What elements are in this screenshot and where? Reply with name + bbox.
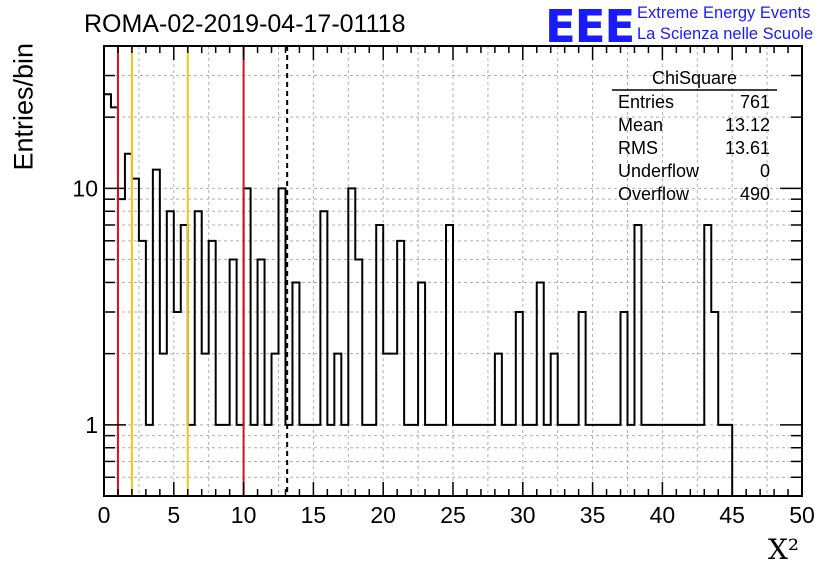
- eee-logo-text: Extreme Energy Events La Scienza nelle S…: [637, 3, 813, 45]
- stats-row-underflow: Underflow 0: [618, 161, 770, 182]
- x-tick-label: 45: [719, 502, 745, 528]
- stats-value: 490: [739, 184, 770, 204]
- stats-label: Mean: [618, 115, 664, 135]
- x-tick-label: 25: [440, 502, 466, 528]
- stats-box-title: ChiSquare: [651, 68, 738, 88]
- stats-row-overflow: Overflow 490: [618, 184, 770, 205]
- y-axis-label: Entries/bin: [8, 42, 39, 171]
- stats-value: 13.12: [724, 115, 770, 135]
- stats-value: 0: [759, 161, 770, 181]
- stats-label: Entries: [618, 92, 675, 112]
- stats-row-rms: RMS 13.61: [618, 138, 770, 159]
- x-tick-label: 15: [301, 502, 327, 528]
- y-tick-label: 1: [85, 412, 98, 438]
- histogram-outline: [103, 93, 734, 496]
- stats-label: Overflow: [618, 184, 690, 204]
- stats-value: 13.61: [724, 138, 770, 158]
- reference-lines: [116, 46, 289, 496]
- x-axis-label: X²: [768, 533, 800, 566]
- x-tick-label: 30: [510, 502, 536, 528]
- stats-label: RMS: [618, 138, 658, 158]
- chart-title: ROMA-02-2019-04-17-01118: [84, 10, 406, 38]
- x-tick-label: 5: [167, 502, 180, 528]
- x-tick-labels: 0 5 10 15 20 25 30 35 40 45 50: [98, 502, 815, 528]
- stats-row-mean: Mean 13.12: [618, 115, 770, 136]
- eee-logo-icon: EEE: [545, 0, 635, 53]
- x-tick-label: 0: [98, 502, 111, 528]
- y-tick-labels: 1 10: [72, 175, 98, 437]
- x-tick-label: 10: [231, 502, 257, 528]
- logo-line-2: La Scienza nelle Scuole: [637, 25, 814, 43]
- x-tick-label: 20: [370, 502, 396, 528]
- axis-ticks: [103, 46, 803, 496]
- x-tick-label: 35: [580, 502, 606, 528]
- y-tick-label: 10: [72, 175, 98, 201]
- histogram-bars: [103, 93, 734, 496]
- stats-value: 761: [739, 92, 770, 112]
- logo-line-1: Extreme Energy Events: [637, 4, 811, 22]
- x-tick-label: 40: [650, 502, 676, 528]
- stats-label: Underflow: [618, 161, 700, 181]
- x-tick-label: 50: [789, 502, 815, 528]
- stats-row-entries: Entries 761: [618, 92, 770, 113]
